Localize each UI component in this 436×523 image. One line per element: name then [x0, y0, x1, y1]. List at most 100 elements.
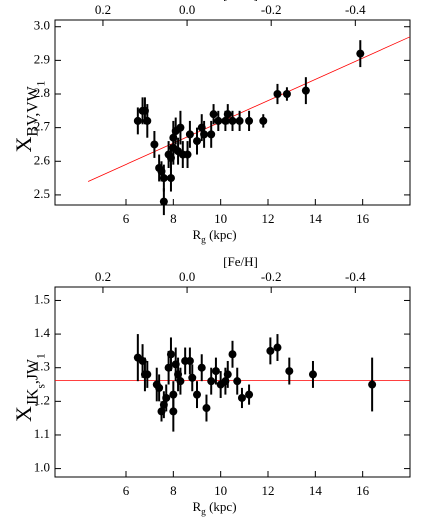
data-point: [211, 367, 220, 376]
data-point: [176, 377, 185, 386]
data-point: [197, 363, 206, 372]
data-point: [301, 86, 310, 95]
data-point: [214, 116, 223, 125]
x-tick-label: 8: [170, 483, 177, 498]
fit-line: [87, 36, 411, 182]
data-point: [193, 137, 201, 146]
x2-axis-label: [Fe/H]: [223, 0, 258, 2]
y-tick-label: 1.3: [34, 359, 50, 374]
data-point: [200, 130, 209, 139]
plot-frame: [54, 19, 411, 206]
data-point: [233, 377, 242, 386]
data-point: [150, 140, 159, 149]
data-point: [193, 390, 201, 399]
plot-frame: [54, 286, 411, 478]
x-tick-label: 6: [123, 211, 130, 226]
axis-label-part: R: [193, 227, 202, 242]
data-point: [356, 49, 365, 58]
y-tick-label: 2.7: [34, 119, 51, 134]
axis-label: XJKs,JW1: [11, 353, 47, 422]
x-tick-label: 14: [309, 483, 323, 498]
data-point: [273, 343, 282, 352]
x2-tick-label: -0.4: [345, 269, 366, 284]
data-point: [202, 404, 211, 413]
data-point: [308, 370, 317, 379]
x-tick-label: 16: [356, 211, 370, 226]
axis-label-part: (kpc): [206, 227, 237, 242]
axis-label-part: g: [201, 508, 206, 518]
data-point: [185, 356, 194, 365]
axis-label: Rg (kpc): [193, 227, 237, 246]
x-tick-label: 16: [356, 483, 370, 498]
axis-label-part: BV,VW: [24, 86, 41, 136]
data-point: [235, 116, 244, 125]
data-point: [273, 90, 282, 98]
data-point: [143, 116, 152, 125]
data-point: [162, 393, 171, 402]
data-point: [245, 116, 254, 125]
data-point: [259, 116, 268, 125]
x2-tick-label: -0.2: [261, 269, 282, 284]
x2-tick-label: -0.4: [345, 2, 366, 17]
data-point: [159, 197, 168, 206]
data-point: [282, 90, 291, 98]
x-tick-label: 10: [214, 211, 227, 226]
y-tick-label: 1.1: [34, 426, 50, 441]
data-point: [188, 373, 197, 382]
x2-tick-label: -0.2: [261, 2, 282, 17]
data-point: [209, 110, 218, 119]
axis-label-part: X: [11, 137, 36, 153]
x2-tick-label: 0.2: [95, 269, 111, 284]
data-point: [176, 123, 185, 132]
data-point: [228, 350, 237, 359]
axis-label: XBV,VW1: [11, 80, 47, 152]
data-point: [169, 407, 178, 416]
axis-label-part: 1: [35, 353, 47, 359]
data-point: [183, 150, 192, 159]
data-point: [185, 130, 194, 139]
y-tick-label: 1.0: [34, 460, 50, 475]
x-tick-label: 14: [309, 211, 323, 226]
y-tick-label: 1.5: [34, 291, 50, 306]
data-point: [266, 346, 275, 355]
data-point: [223, 110, 232, 119]
x2-tick-label: 0.0: [179, 2, 195, 17]
data-point: [155, 383, 164, 392]
y-tick-label: 2.5: [34, 186, 50, 201]
data-point: [223, 370, 232, 379]
axis-label-part: g: [201, 236, 206, 246]
data-point: [245, 390, 254, 399]
data-point: [207, 130, 216, 139]
axis-label: Rg (kpc): [193, 499, 237, 518]
data-point: [133, 116, 142, 125]
data-point: [166, 174, 175, 183]
axis-label-part: (kpc): [206, 499, 237, 514]
y-tick-label: 3.0: [34, 18, 50, 33]
data-point: [159, 174, 168, 183]
data-point: [166, 350, 175, 359]
x2-axis-label: [Fe/H]: [223, 254, 258, 269]
x-tick-label: 12: [262, 211, 275, 226]
x-tick-label: 8: [170, 211, 177, 226]
y-tick-label: 1.4: [34, 325, 51, 340]
data-point: [228, 116, 237, 125]
y-tick-label: 2.9: [34, 51, 50, 66]
axis-label-part: X: [11, 406, 36, 422]
data-point: [237, 393, 246, 402]
axis-label-part: JK: [24, 388, 41, 406]
data-point: [207, 377, 216, 386]
x-tick-label: 6: [123, 483, 130, 498]
data-point: [143, 370, 152, 379]
axis-label-part: ,JW: [24, 359, 41, 384]
y-tick-label: 1.2: [34, 392, 50, 407]
y-tick-label: 2.6: [34, 152, 51, 167]
x-tick-label: 10: [214, 483, 227, 498]
data-point: [368, 380, 377, 389]
axis-label-part: s: [35, 384, 47, 389]
x2-tick-label: 0.0: [179, 269, 195, 284]
y-tick-label: 2.8: [34, 85, 50, 100]
axis-label-part: R: [193, 499, 202, 514]
axis-label-part: 1: [35, 80, 47, 86]
x-tick-label: 12: [262, 483, 275, 498]
